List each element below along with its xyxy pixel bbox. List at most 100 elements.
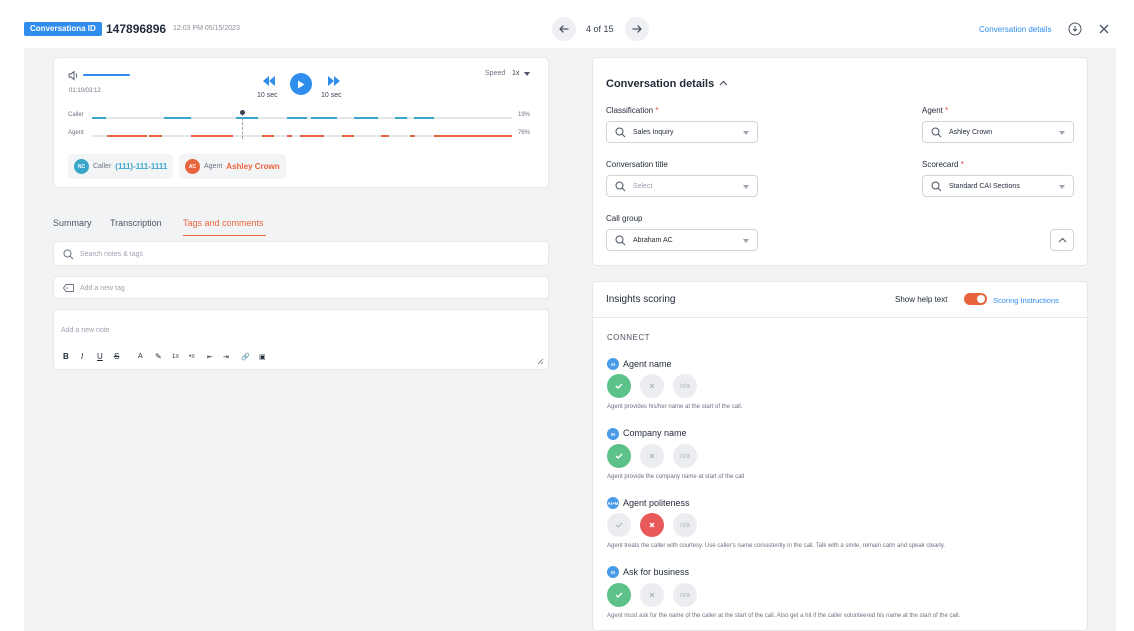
conversation-title-select[interactable]: Select — [606, 175, 758, 197]
next-conversation-button[interactable] — [625, 17, 649, 41]
score-no-button[interactable] — [640, 513, 664, 537]
score-na-button[interactable]: n/a — [673, 513, 697, 537]
prev-conversation-button[interactable] — [552, 17, 576, 41]
chip-role: Agent — [204, 163, 223, 170]
agent-name: Ashley Crown — [226, 162, 280, 171]
volume-slider[interactable] — [83, 74, 130, 76]
call-group-select[interactable]: Abraham AC — [606, 229, 758, 251]
classification-label: Classification * — [606, 106, 659, 115]
playhead[interactable] — [240, 110, 245, 115]
tab-tags-and-comments[interactable]: Tags and comments — [183, 218, 264, 228]
underline-button[interactable]: U — [97, 352, 103, 361]
score-na-button[interactable]: n/a — [673, 583, 697, 607]
close-icon[interactable] — [1098, 23, 1110, 35]
question-name: Ask for business — [623, 567, 690, 577]
tab-summary[interactable]: Summary — [53, 218, 92, 228]
divider — [593, 317, 1087, 318]
agent-track[interactable] — [92, 135, 512, 137]
score-na-button[interactable]: n/a — [673, 444, 697, 468]
playhead-line — [242, 113, 243, 139]
top-bar: Conversationa ID 147896896 12:03 PM 05/1… — [0, 0, 1134, 48]
caller-percent: 19% — [518, 112, 531, 118]
chevron-down-icon — [743, 131, 749, 135]
score-na-button[interactable]: n/a — [673, 374, 697, 398]
chevron-down-icon — [743, 185, 749, 189]
collapse-details-button[interactable] — [1050, 229, 1074, 251]
classification-select[interactable]: Sales Inquiry — [606, 121, 758, 143]
insights-title: Insights scoring — [606, 294, 676, 305]
rewind-label: 10 sec — [257, 92, 278, 99]
x-icon — [649, 383, 655, 389]
pager-text: 4 of 15 — [586, 24, 614, 34]
add-tag-input[interactable]: Add a new tag — [53, 276, 549, 299]
speech-segment — [342, 135, 354, 137]
text-color-button[interactable]: A — [138, 353, 143, 360]
conversation-details-link[interactable]: Conversation details — [979, 25, 1052, 34]
score-yes-button[interactable] — [607, 583, 631, 607]
speech-segment — [262, 135, 274, 137]
details-title: Conversation details — [606, 78, 715, 90]
question-badge: AI+M — [607, 497, 619, 509]
chevron-down-icon[interactable] — [524, 72, 530, 76]
italic-button[interactable]: I — [81, 352, 84, 361]
score-yes-button[interactable] — [607, 444, 631, 468]
caller-chip: NC Caller (111)-111-1111 — [68, 154, 174, 179]
chevron-up-icon[interactable] — [719, 80, 728, 86]
rewind-icon[interactable] — [262, 75, 276, 87]
search-icon — [615, 181, 626, 192]
outdent-button[interactable]: ⇤ — [207, 354, 213, 361]
chevron-down-icon — [743, 239, 749, 243]
chip-role: Caller — [93, 163, 112, 170]
active-tab-indicator — [183, 235, 266, 236]
x-icon — [649, 453, 655, 459]
speech-segment — [191, 135, 233, 137]
search-notes-input[interactable]: Search notes & tags — [53, 241, 549, 266]
speech-segment — [300, 135, 307, 137]
search-icon — [931, 181, 942, 192]
bullet-list-button[interactable]: •≡ — [189, 354, 195, 360]
forward-label: 10 sec — [321, 92, 342, 99]
check-icon — [615, 383, 623, 389]
search-icon — [63, 249, 74, 260]
speech-segment — [107, 135, 147, 137]
download-icon[interactable] — [1068, 22, 1082, 36]
highlight-button[interactable]: ✎ — [155, 352, 162, 361]
tab-transcription[interactable]: Transcription — [110, 218, 162, 228]
bold-button[interactable]: B — [63, 352, 69, 361]
scorecard-value: Standard CAI Sections — [949, 183, 1020, 190]
scoring-instructions-link[interactable]: Scoring Instructions — [993, 296, 1059, 305]
x-icon — [649, 592, 655, 598]
question-badge: M — [607, 566, 619, 578]
speech-segment — [290, 117, 296, 119]
scorecard-select[interactable]: Standard CAI Sections — [922, 175, 1074, 197]
agent-chip: AC Agent Ashley Crown — [179, 154, 286, 179]
caller-track[interactable] — [92, 117, 512, 119]
forward-icon[interactable] — [327, 75, 341, 87]
speech-segment — [149, 135, 162, 137]
agent-track-label: Agent — [68, 130, 84, 136]
indent-button[interactable]: ⇥ — [223, 354, 229, 361]
help-text-toggle[interactable] — [964, 293, 987, 305]
question-description: Agent treats the caller with courtesy. U… — [607, 543, 945, 549]
score-no-button[interactable] — [640, 374, 664, 398]
resize-handle-icon[interactable] — [537, 358, 544, 365]
volume-icon[interactable] — [68, 70, 79, 81]
conversation-id-badge: Conversationa ID — [24, 22, 102, 36]
agent-select[interactable]: Ashley Crown — [922, 121, 1074, 143]
note-editor[interactable]: Add a new note — [53, 309, 549, 370]
ordered-list-button[interactable]: 1≡ — [172, 354, 179, 360]
call-group-value: Abraham AC — [633, 237, 673, 244]
score-no-button[interactable] — [640, 444, 664, 468]
score-yes-button[interactable] — [607, 374, 631, 398]
strikethrough-button[interactable]: S — [114, 352, 120, 361]
image-button[interactable]: ▣ — [259, 354, 266, 361]
search-icon — [931, 127, 942, 138]
link-button[interactable]: 🔗 — [241, 354, 250, 361]
show-help-text-label: Show help text — [895, 295, 948, 304]
score-yes-button[interactable] — [607, 513, 631, 537]
avatar: AC — [185, 159, 200, 174]
score-no-button[interactable] — [640, 583, 664, 607]
play-button[interactable] — [290, 73, 312, 95]
speed-select[interactable]: 1x — [512, 70, 520, 77]
speech-segment — [311, 117, 337, 119]
